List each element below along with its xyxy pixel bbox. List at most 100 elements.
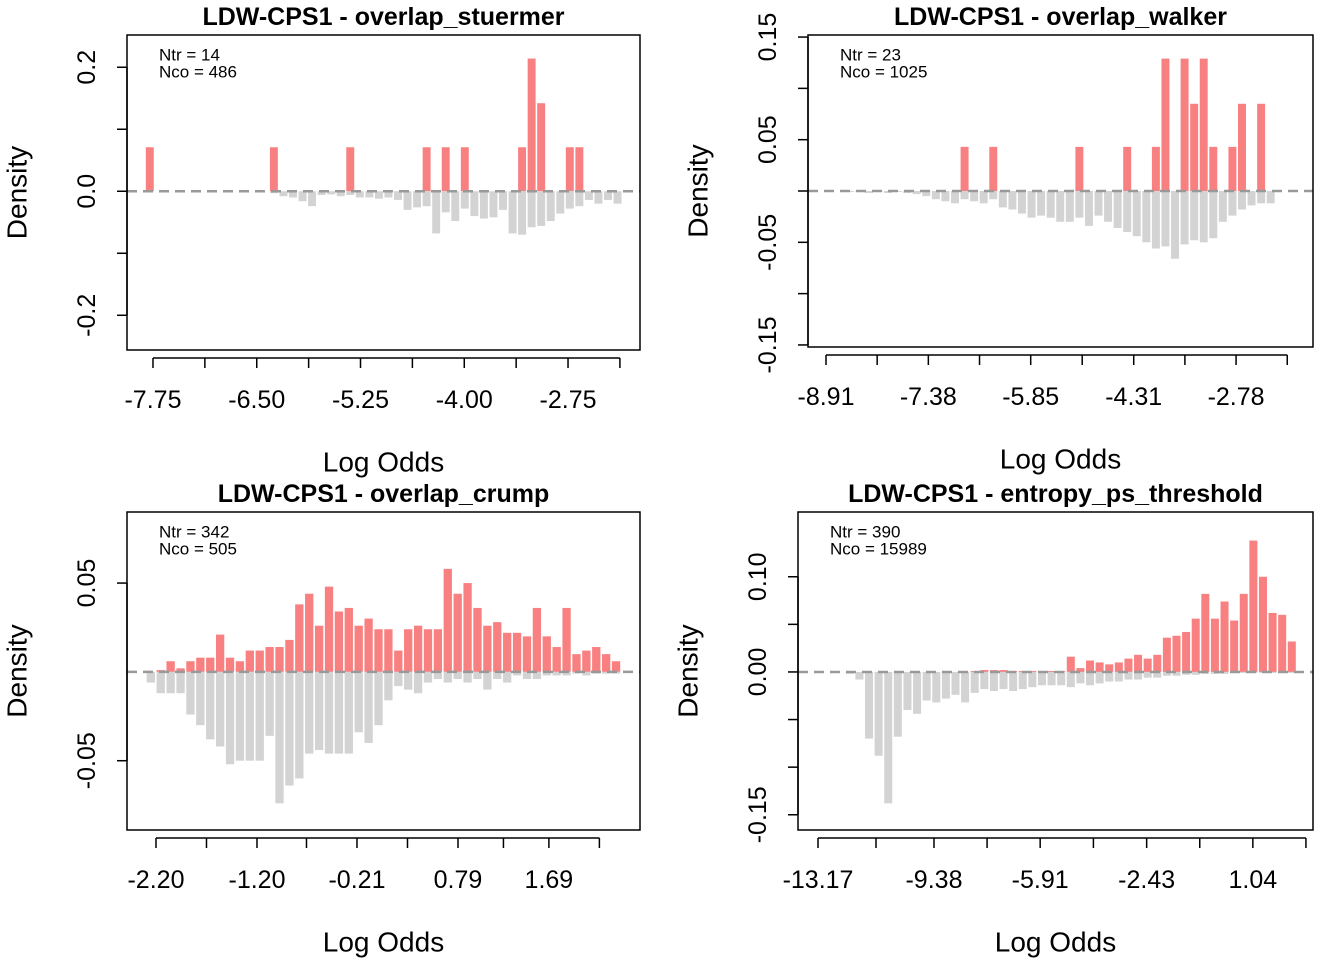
bar [443, 568, 452, 672]
bar [489, 191, 498, 218]
panel: -8.91 -7.38 -5.85 -4.31 -2.78 -0.15 -0.05 0.05 0… [683, 3, 1314, 475]
chart-title: LDW-CPS1 - overlap_walker [894, 3, 1227, 31]
bar [460, 191, 469, 209]
panel: -7.75 -6.50 -5.25 -4.00 -2.75 -0.2 0.0 0.2 LDW-C… [2, 3, 641, 478]
bar [503, 671, 512, 683]
bar [346, 191, 355, 195]
y-axis-label: Density [2, 624, 33, 717]
bar [324, 671, 334, 754]
y-axis-label: Density [683, 144, 714, 237]
x-tick-label: -7.38 [900, 383, 957, 411]
bar [1287, 671, 1296, 673]
bar [255, 650, 264, 672]
bar [186, 671, 195, 715]
bar [1209, 146, 1218, 191]
bar [1220, 671, 1229, 674]
bar [1190, 191, 1199, 241]
bar [1162, 637, 1171, 672]
bar [394, 650, 403, 672]
bar [537, 191, 546, 226]
bar [562, 671, 571, 676]
bar [1134, 654, 1143, 672]
x-tick-label: -7.75 [124, 386, 181, 414]
annotation: Ntr = 390 [830, 523, 900, 542]
bar [453, 671, 462, 679]
bar [855, 671, 864, 680]
bar [1257, 191, 1266, 204]
bar [265, 647, 274, 672]
bar [998, 191, 1007, 208]
bar [422, 191, 431, 207]
bar [1143, 671, 1152, 678]
bar [483, 625, 492, 672]
bar [1287, 641, 1296, 672]
bar [1124, 658, 1133, 672]
y-tick-label: -0.15 [754, 316, 782, 373]
bar [1123, 191, 1132, 233]
x-tick-label: -8.91 [798, 383, 855, 411]
bar [1018, 671, 1027, 690]
bar [215, 634, 225, 672]
bar [463, 583, 472, 672]
bar [463, 671, 472, 683]
bar [336, 191, 345, 197]
bar [1268, 671, 1277, 673]
bar [572, 654, 581, 672]
bar [1180, 58, 1189, 192]
bar [295, 604, 304, 672]
bar [245, 650, 254, 672]
bar [913, 671, 922, 714]
bar [1239, 671, 1248, 673]
bar [1268, 612, 1277, 672]
bar [922, 191, 931, 197]
bar [413, 191, 422, 208]
bar [1201, 593, 1210, 672]
x-axis-label: Log Odds [995, 927, 1116, 958]
annotation: Ntr = 23 [840, 46, 901, 65]
bar [1142, 191, 1151, 243]
bar [145, 147, 154, 192]
bar [384, 629, 393, 672]
bar [562, 607, 571, 672]
bar [602, 671, 611, 674]
bar [1057, 671, 1066, 686]
bar [314, 625, 324, 672]
bar [1037, 671, 1046, 686]
bar [384, 191, 393, 198]
x-tick-label: -2.43 [1118, 866, 1175, 894]
chart-title: LDW-CPS1 - overlap_stuermer [202, 3, 564, 31]
bar [423, 671, 433, 683]
bar [503, 632, 512, 672]
bar [295, 671, 304, 779]
bar [1105, 664, 1114, 672]
bar [235, 661, 245, 672]
bar [512, 671, 522, 676]
x-tick-label: -4.00 [436, 386, 493, 414]
bar [413, 671, 423, 694]
bar [1047, 671, 1056, 672]
bar [1162, 671, 1171, 676]
bar [493, 671, 502, 679]
bar [522, 671, 532, 679]
bar [1182, 671, 1191, 675]
bar [960, 191, 969, 200]
bar [146, 671, 155, 683]
bar [308, 191, 317, 207]
bar [176, 668, 185, 672]
bar [1134, 671, 1143, 680]
bar [594, 191, 603, 204]
y-tick-label: 0.15 [754, 13, 782, 62]
bar [423, 629, 433, 672]
bar [602, 654, 611, 672]
y-axis-label: Density [2, 146, 33, 239]
bar [441, 147, 450, 192]
bar [518, 191, 527, 235]
bar [611, 661, 621, 672]
x-tick-label: 1.69 [525, 866, 574, 894]
bar [374, 629, 383, 672]
bar [970, 191, 979, 202]
bar [604, 191, 612, 200]
bar [1228, 146, 1237, 191]
bar [275, 671, 284, 804]
bar [941, 191, 950, 202]
